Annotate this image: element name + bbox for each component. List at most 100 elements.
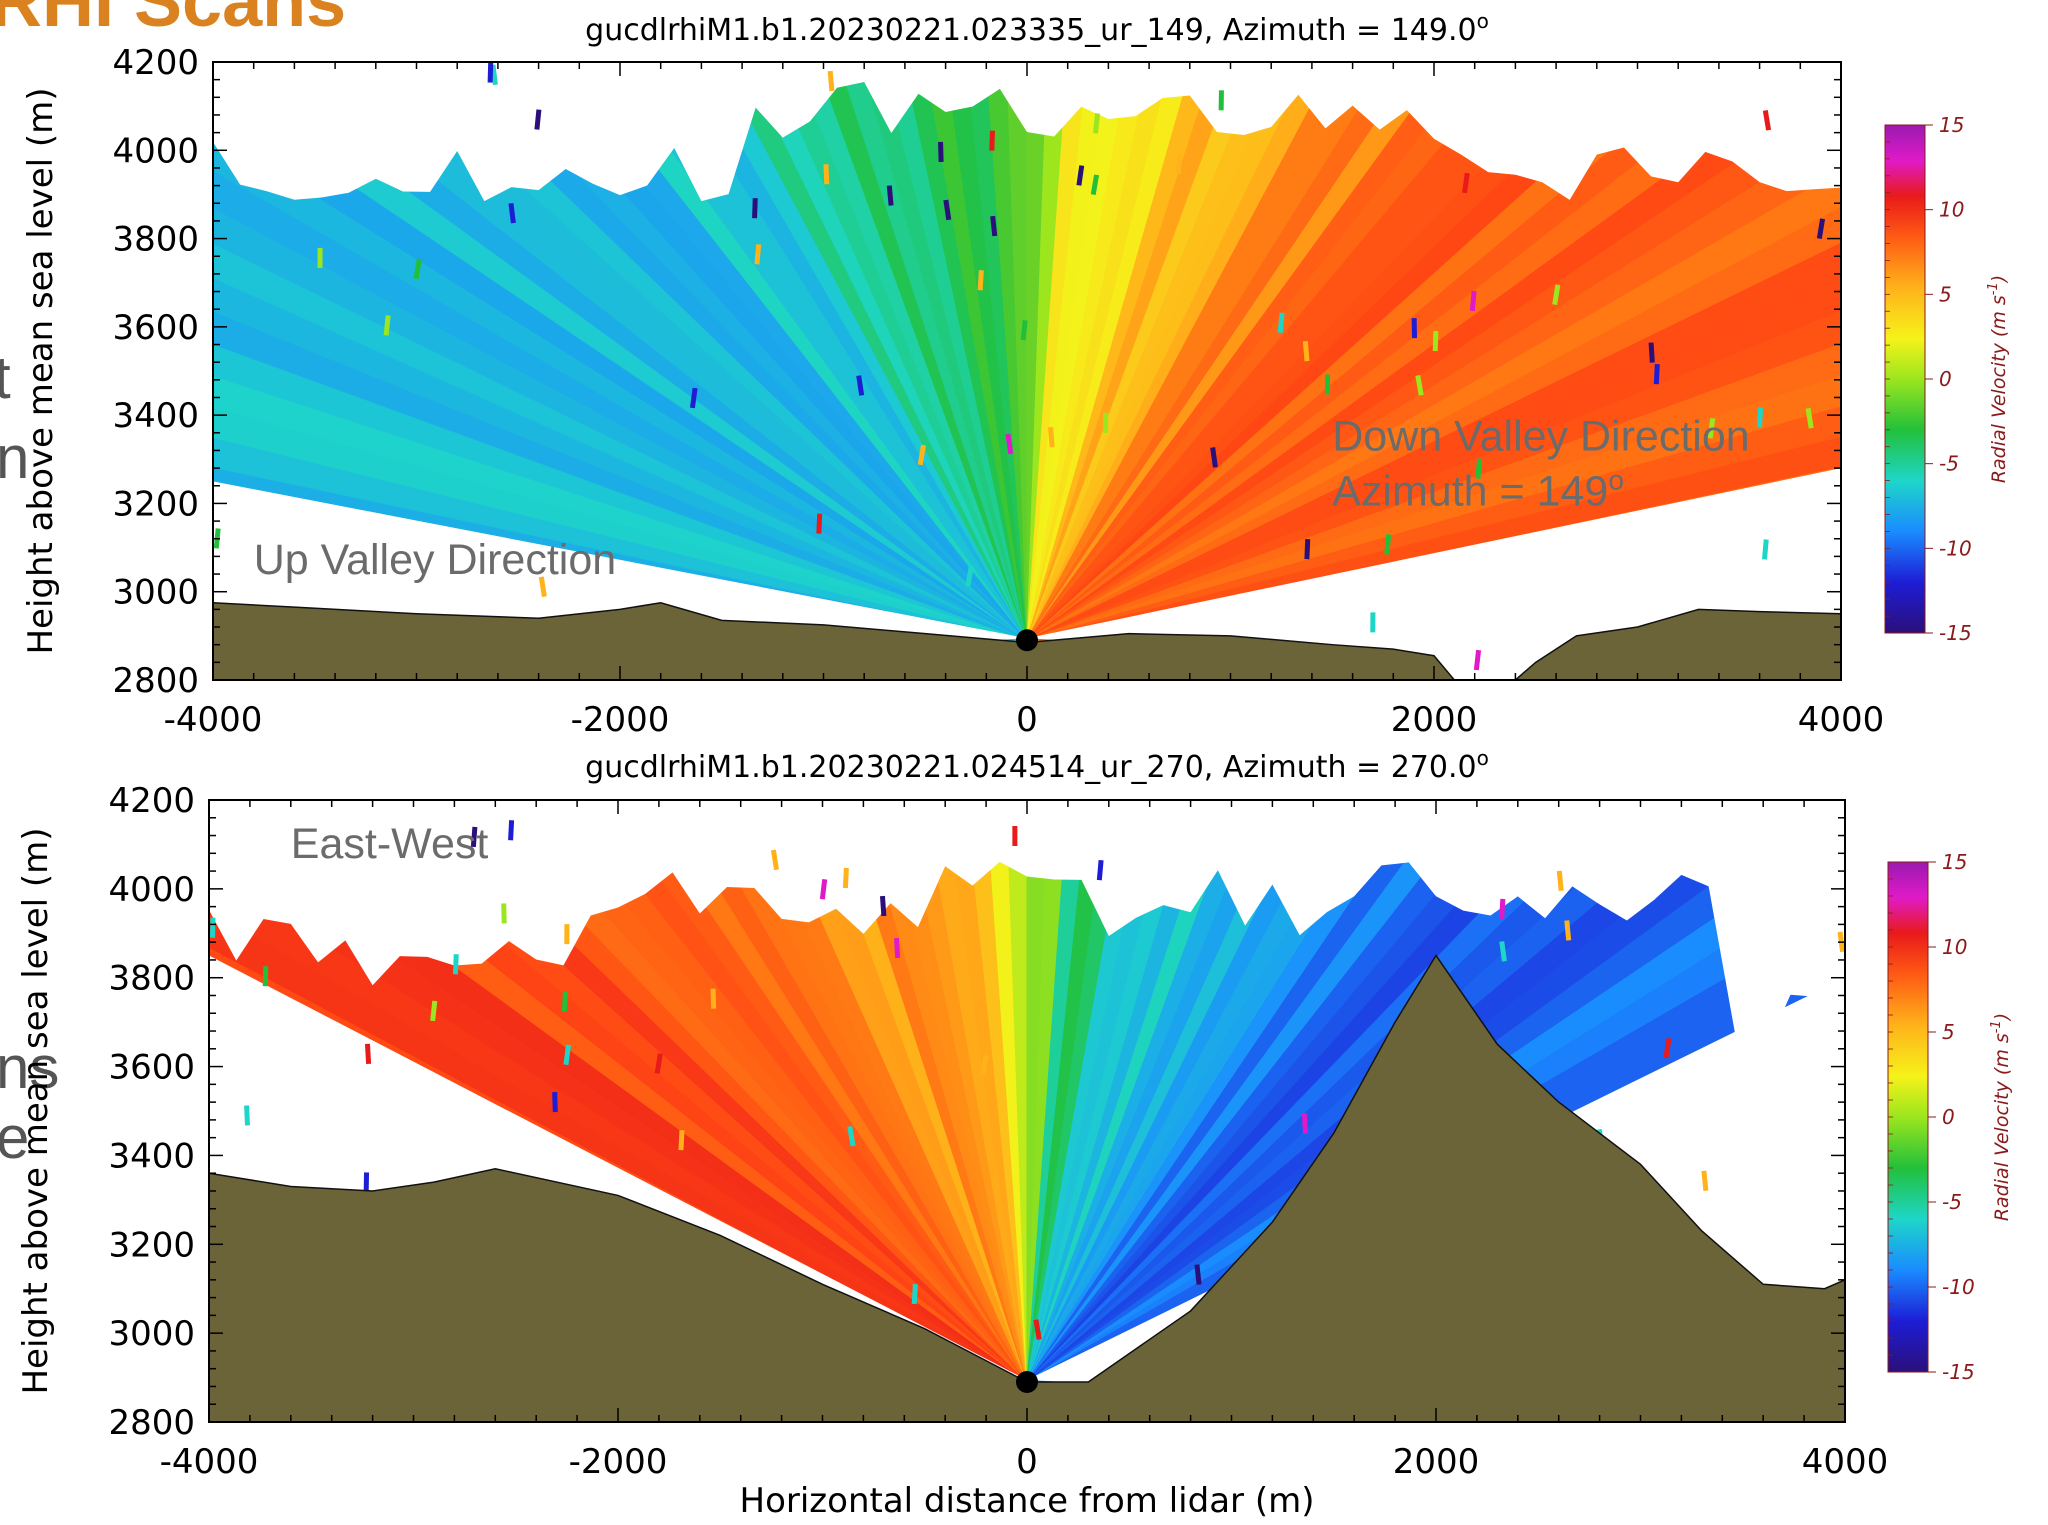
noise-point xyxy=(364,1043,372,1065)
colorbar-tick-label: -5 xyxy=(1942,1190,1962,1214)
velocity-wedge xyxy=(859,800,1028,1383)
noise-point xyxy=(1012,825,1018,847)
y-axis-label: Height above mean sea level (m) xyxy=(16,827,56,1394)
velocity-wedge xyxy=(882,62,1028,641)
y-tick-label: 3400 xyxy=(112,396,199,436)
noise-point xyxy=(1663,1037,1672,1059)
plot-title-degree: o xyxy=(1477,746,1489,770)
noise-point xyxy=(847,1125,856,1147)
noise-point xyxy=(470,826,478,848)
noise-point xyxy=(894,937,901,959)
noise-point xyxy=(564,924,570,945)
y-tick-label: 3400 xyxy=(108,1136,195,1176)
noise-point xyxy=(1499,941,1507,962)
noise-point xyxy=(1020,319,1028,341)
velocity-wedge xyxy=(814,800,1028,1383)
velocity-wedge xyxy=(924,62,1028,641)
noise-point xyxy=(1564,920,1572,941)
colorbar: 15 10 5 0 -5 -10 -15 Radial Velocity (m s-1) xyxy=(1884,113,2010,645)
noise-point xyxy=(754,244,762,265)
noise-point xyxy=(563,1044,572,1066)
noise-point xyxy=(1432,331,1439,352)
slide-edge-text-group: tn nse xyxy=(0,344,59,1171)
velocity-wedge xyxy=(692,62,1028,641)
noise-point xyxy=(911,1283,918,1305)
noise-point xyxy=(210,917,216,938)
x-tick-label: 2000 xyxy=(1391,700,1478,740)
colorbar-tick-label: 15 xyxy=(1942,850,1967,874)
y-tick-label: 2800 xyxy=(108,1403,195,1443)
noise-point xyxy=(1302,340,1310,362)
noise-point xyxy=(501,903,507,924)
colorbar-tick-label: -15 xyxy=(1942,1360,1975,1384)
colorbar-label-close: ) xyxy=(1991,1013,2013,1022)
colorbar-tick-label: 5 xyxy=(1939,282,1952,306)
noise-point xyxy=(1096,859,1104,881)
velocity-wedge xyxy=(986,62,1028,641)
velocity-wedge xyxy=(792,62,1028,641)
noise-point xyxy=(977,270,984,291)
colorbar-gradient xyxy=(1884,124,1926,634)
x-tick-label: 2000 xyxy=(1393,1442,1480,1482)
noise-point xyxy=(430,1000,438,1022)
x-tick-label: 0 xyxy=(1016,1442,1038,1482)
lidar-marker xyxy=(1016,629,1038,652)
noise-point xyxy=(1304,539,1311,560)
noise-point xyxy=(413,258,422,280)
noise-point xyxy=(508,820,515,841)
colorbar-label-superscript: -1 xyxy=(1986,282,2001,295)
colorbar-tick-label: 5 xyxy=(1942,1020,1955,1044)
colorbar-tick-label: 0 xyxy=(1939,367,1952,391)
noise-point xyxy=(1048,426,1055,448)
noise-point xyxy=(552,1092,558,1113)
velocity-field xyxy=(213,62,1841,641)
noise-point xyxy=(262,966,269,987)
y-tick-label: 4000 xyxy=(112,131,199,171)
velocity-wedge xyxy=(767,800,1028,1383)
noise-point xyxy=(943,199,952,221)
noise-point xyxy=(363,1172,370,1193)
annotation-text: Down Valley Direction xyxy=(1332,412,1749,460)
x-tick-label: 4000 xyxy=(1798,700,1885,740)
colorbar-label-superscript: -1 xyxy=(1989,1020,2004,1033)
velocity-wedge xyxy=(838,62,1028,641)
noise-point xyxy=(1076,165,1085,186)
noise-point xyxy=(1090,174,1100,196)
y-tick-label: 3200 xyxy=(112,484,199,524)
plot-area xyxy=(209,800,1845,1422)
noise-point xyxy=(317,247,323,268)
x-tick-label: 4000 xyxy=(1802,1442,1889,1482)
noise-point xyxy=(1757,407,1764,428)
y-tick-label: 3200 xyxy=(108,1225,195,1265)
noise-point xyxy=(1462,172,1470,194)
noise-point xyxy=(1370,612,1376,633)
colorbar-tick-label: -10 xyxy=(1939,536,1972,560)
noise-point xyxy=(710,988,717,1009)
noise-point xyxy=(1653,364,1660,385)
velocity-wedge xyxy=(881,800,1028,1383)
noise-point xyxy=(1556,870,1564,892)
terrain-profile xyxy=(213,601,1841,680)
noise-point xyxy=(1761,539,1769,560)
velocity-wedge xyxy=(744,62,1028,641)
noise-point xyxy=(1194,1264,1202,1285)
velocity-wedge xyxy=(716,800,1028,1383)
slide-edge-text: e xyxy=(0,1104,29,1171)
lidar-marker xyxy=(1016,1371,1038,1394)
noise-point xyxy=(816,513,823,534)
velocity-wedge xyxy=(1006,800,1028,1383)
y-axis-label: Height above mean sea level (m) xyxy=(21,87,61,654)
colorbar-label: Radial Velocity (m s-1) xyxy=(1986,275,2010,483)
noise-point xyxy=(1707,417,1716,439)
noise-point xyxy=(383,315,391,336)
noise-point xyxy=(980,1054,989,1076)
noise-point xyxy=(879,895,887,917)
noise-point xyxy=(1103,412,1109,433)
velocity-wedge xyxy=(944,800,1028,1383)
y-tick-label: 3000 xyxy=(112,573,199,613)
y-tick-label: 4000 xyxy=(108,870,195,910)
noise-point xyxy=(886,185,894,206)
